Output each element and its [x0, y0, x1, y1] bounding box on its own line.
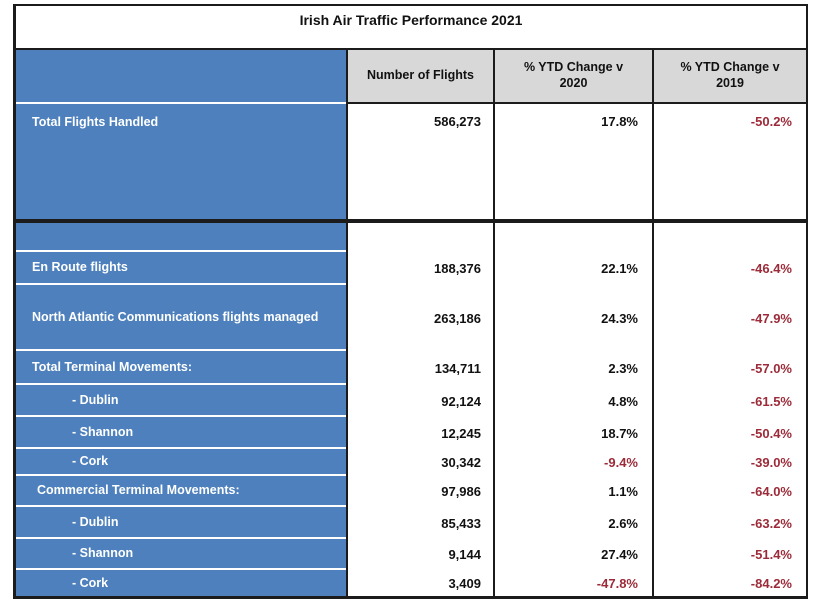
table-row-en-route-flights: En Route flights 188,376 22.1% -46.4%	[16, 252, 806, 285]
table-row-total-dublin: - Dublin 92,124 4.8% -61.5%	[16, 385, 806, 417]
row-label: - Shannon	[72, 546, 134, 561]
row-label-cell: Commercial Terminal Movements:	[16, 476, 346, 507]
row-label: - Cork	[72, 575, 109, 590]
ytd2020-value: -47.8%	[493, 570, 652, 596]
table-row-total-cork: - Cork 30,342 -9.4% -39.0%	[16, 449, 806, 476]
ytd2019-value: -50.4%	[652, 417, 806, 449]
ytd2020-value: 2.6%	[493, 507, 652, 539]
ytd2019-value: -57.0%	[652, 351, 806, 385]
row-label-cell: - Shannon	[16, 417, 346, 449]
row-label: - Cork	[72, 454, 109, 469]
ytd2020-value: 17.8%	[493, 104, 652, 219]
row-label-cell: - Shannon	[16, 539, 346, 570]
row-label-cell: - Dublin	[16, 385, 346, 417]
row-label: Total Flights Handled	[32, 115, 159, 129]
ytd2019-value: -61.5%	[652, 385, 806, 417]
col-header-ytd-change-2020: % YTD Change v 2020	[493, 50, 652, 104]
table-title: Irish Air Traffic Performance 2021	[299, 12, 523, 28]
ytd2020-value: -9.4%	[493, 449, 652, 476]
flights-value: 85,433	[346, 507, 493, 539]
ytd2020-value: 27.4%	[493, 539, 652, 570]
row-label: North Atlantic Communications flights ma…	[32, 309, 319, 324]
flights-value: 9,144	[346, 539, 493, 570]
table-row-commercial-shannon: - Shannon 9,144 27.4% -51.4%	[16, 539, 806, 570]
flights-value: 97,986	[346, 476, 493, 507]
ytd2019-value: -50.2%	[652, 104, 806, 219]
ytd2019-value: -46.4%	[652, 252, 806, 285]
spacer-label-cell	[16, 223, 346, 252]
spacer-cell	[346, 223, 493, 252]
table-row-total-flights-handled: Total Flights Handled 586,273 17.8% -50.…	[16, 104, 806, 219]
ytd2019-value: -64.0%	[652, 476, 806, 507]
col-header-number-of-flights: Number of Flights	[346, 50, 493, 104]
flights-value: 12,245	[346, 417, 493, 449]
air-traffic-table: Irish Air Traffic Performance 2021 Numbe…	[13, 4, 808, 599]
table-row-total-shannon: - Shannon 12,245 18.7% -50.4%	[16, 417, 806, 449]
flights-value: 263,186	[346, 285, 493, 351]
row-label-cell: North Atlantic Communications flights ma…	[16, 285, 346, 351]
header-row: Number of Flights % YTD Change v 2020 % …	[16, 50, 806, 104]
row-label-cell: En Route flights	[16, 252, 346, 285]
flights-value: 3,409	[346, 570, 493, 596]
ytd2019-value: -63.2%	[652, 507, 806, 539]
flights-value: 188,376	[346, 252, 493, 285]
ytd2020-value: 24.3%	[493, 285, 652, 351]
row-label-cell: - Cork	[16, 570, 346, 596]
spacer-cell	[493, 223, 652, 252]
ytd2020-value: 4.8%	[493, 385, 652, 417]
ytd2020-value: 22.1%	[493, 252, 652, 285]
row-label: Commercial Terminal Movements:	[37, 483, 240, 498]
table-row-commercial-terminal-movements: Commercial Terminal Movements: 97,986 1.…	[16, 476, 806, 507]
flights-value: 92,124	[346, 385, 493, 417]
row-label-cell: Total Terminal Movements:	[16, 351, 346, 385]
col-header-ytd-change-2019: % YTD Change v 2019	[652, 50, 806, 104]
ytd2019-value: -84.2%	[652, 570, 806, 596]
ytd2020-value: 1.1%	[493, 476, 652, 507]
table-row-commercial-dublin: - Dublin 85,433 2.6% -63.2%	[16, 507, 806, 539]
ytd2020-value: 2.3%	[493, 351, 652, 385]
ytd2020-value: 18.7%	[493, 417, 652, 449]
spacer-cell	[652, 223, 806, 252]
table-row-north-atlantic-flights: North Atlantic Communications flights ma…	[16, 285, 806, 351]
ytd2019-value: -51.4%	[652, 539, 806, 570]
row-label: - Dublin	[72, 514, 119, 529]
table-row-commercial-cork: - Cork 3,409 -47.8% -84.2%	[16, 570, 806, 596]
row-label: En Route flights	[32, 260, 128, 275]
table-row-total-terminal-movements: Total Terminal Movements: 134,711 2.3% -…	[16, 351, 806, 385]
row-label: Total Terminal Movements:	[32, 359, 192, 374]
row-label-cell: - Dublin	[16, 507, 346, 539]
row-label: - Shannon	[72, 424, 134, 439]
flights-value: 134,711	[346, 351, 493, 385]
flights-value: 586,273	[346, 104, 493, 219]
row-label-cell: Total Flights Handled	[16, 104, 346, 219]
row-label-cell: - Cork	[16, 449, 346, 476]
section-divider	[16, 219, 806, 223]
title-row: Irish Air Traffic Performance 2021	[16, 6, 806, 50]
ytd2019-value: -39.0%	[652, 449, 806, 476]
header-blank-cell	[16, 50, 346, 104]
ytd2019-value: -47.9%	[652, 285, 806, 351]
flights-value: 30,342	[346, 449, 493, 476]
spacer-row	[16, 223, 806, 252]
row-label: - Dublin	[72, 392, 119, 407]
